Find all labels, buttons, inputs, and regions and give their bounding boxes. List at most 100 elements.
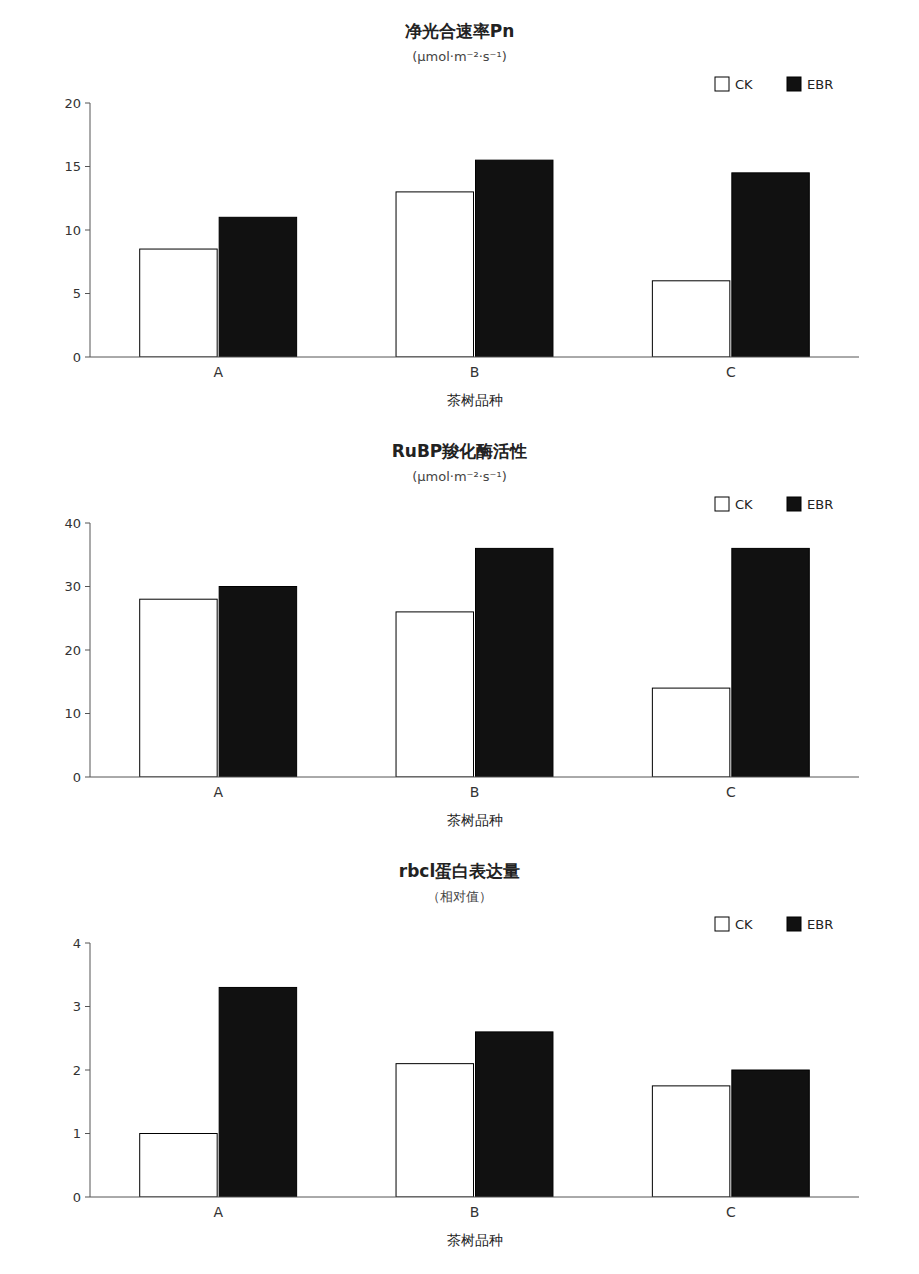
y-tick	[85, 943, 90, 944]
chart-title: 净光合速率Pn	[405, 21, 515, 41]
bar	[652, 688, 729, 777]
legend: CK EBR	[715, 77, 833, 92]
x-tick-label: C	[726, 1204, 736, 1220]
y-tick	[85, 1006, 90, 1007]
bar	[140, 599, 217, 777]
legend-swatch	[715, 77, 729, 91]
x-tick-label: B	[470, 784, 480, 800]
y-tick-label: 1	[73, 1126, 81, 1141]
bar	[732, 548, 809, 777]
y-tick	[85, 777, 90, 778]
bar	[396, 612, 473, 777]
bar	[732, 173, 809, 357]
y-tick	[85, 293, 90, 294]
x-axis: A B C	[213, 784, 736, 800]
bars	[140, 548, 810, 777]
bar	[396, 1064, 473, 1197]
x-axis-label: 茶树品种	[447, 812, 503, 828]
chart-title: RuBP羧化酶活性	[392, 441, 528, 461]
legend: CK EBR	[715, 917, 833, 932]
legend-label: EBR	[807, 77, 833, 92]
chart-subtitle: （相对值）	[427, 889, 492, 904]
x-axis-line	[90, 777, 859, 778]
y-tick-label: 3	[73, 999, 81, 1014]
x-tick-label: B	[470, 1204, 480, 1220]
legend-swatch	[787, 77, 801, 91]
bar	[140, 249, 217, 357]
legend-swatch	[787, 497, 801, 511]
x-tick-label: B	[470, 364, 480, 380]
legend-label: EBR	[807, 917, 833, 932]
y-tick	[85, 1133, 90, 1134]
y-tick	[85, 523, 90, 524]
chart-panel: rbcl蛋白表达量 （相对值） 0 1 2 3 4 A B C 茶树品种 CK EBR	[73, 861, 859, 1248]
legend-swatch	[715, 917, 729, 931]
bar	[219, 987, 296, 1197]
bar	[476, 548, 553, 777]
legend-label: CK	[735, 77, 753, 92]
bar	[732, 1070, 809, 1197]
y-tick-label: 20	[64, 643, 81, 658]
chart-subtitle: (μmol·m⁻²·s⁻¹)	[412, 49, 507, 64]
x-axis: A B C	[213, 364, 736, 380]
y-tick-label: 10	[64, 706, 81, 721]
y-tick-label: 10	[64, 223, 81, 238]
y-tick-label: 20	[64, 96, 81, 111]
bar	[652, 281, 729, 357]
x-axis-label: 茶树品种	[447, 392, 503, 408]
legend-label: CK	[735, 917, 753, 932]
x-tick-label: C	[726, 784, 736, 800]
bar	[396, 192, 473, 357]
legend-swatch	[787, 917, 801, 931]
y-tick	[85, 1070, 90, 1071]
x-tick-label: A	[213, 1204, 223, 1220]
y-axis-line	[90, 523, 91, 777]
chart-page: 净光合速率Pn(μmol·m⁻²·s⁻¹)05101520ABC茶树品种CKEB…	[0, 0, 919, 1274]
y-axis-line	[90, 103, 91, 357]
legend-swatch	[715, 497, 729, 511]
x-tick-label: C	[726, 364, 736, 380]
y-axis: 0 5 10 15 20	[64, 96, 90, 365]
y-tick	[85, 1197, 90, 1198]
bar	[652, 1086, 729, 1197]
x-axis-line	[90, 357, 859, 358]
y-tick-label: 30	[64, 579, 81, 594]
legend-label: CK	[735, 497, 753, 512]
y-tick	[85, 166, 90, 167]
y-axis: 0 10 20 30 40	[64, 516, 90, 785]
bar	[219, 217, 296, 357]
x-axis-label: 茶树品种	[447, 1232, 503, 1248]
chart-panel: RuBP羧化酶活性 (μmol·m⁻²·s⁻¹) 0 10 20 30 40 A B C 茶树品种 C…	[64, 441, 859, 828]
bars	[140, 160, 810, 357]
bar	[140, 1134, 217, 1198]
y-tick	[85, 713, 90, 714]
x-axis-line	[90, 1197, 859, 1198]
bar	[476, 1032, 553, 1197]
y-tick	[85, 650, 90, 651]
y-axis-line	[90, 943, 91, 1197]
y-tick	[85, 103, 90, 104]
y-tick-label: 15	[64, 159, 81, 174]
y-tick-label: 0	[73, 350, 81, 365]
x-axis: A B C	[213, 1204, 736, 1220]
y-tick-label: 40	[64, 516, 81, 531]
y-tick	[85, 357, 90, 358]
y-tick-label: 5	[73, 286, 81, 301]
y-tick-label: 0	[73, 770, 81, 785]
chart-title: rbcl蛋白表达量	[399, 861, 520, 881]
y-tick-label: 4	[73, 936, 81, 951]
y-tick	[85, 230, 90, 231]
bar	[476, 160, 553, 357]
y-tick-label: 2	[73, 1063, 81, 1078]
chart-subtitle: (μmol·m⁻²·s⁻¹)	[412, 469, 507, 484]
y-tick	[85, 586, 90, 587]
bar	[219, 587, 296, 778]
legend: CK EBR	[715, 497, 833, 512]
x-tick-label: A	[213, 784, 223, 800]
chart-panel: 净光合速率Pn (μmol·m⁻²·s⁻¹) 0 5 10 15 20 A B C 茶树品种 CK EB…	[64, 21, 859, 408]
legend-label: EBR	[807, 497, 833, 512]
bars	[140, 987, 810, 1197]
y-tick-label: 0	[73, 1190, 81, 1205]
y-axis: 0 1 2 3 4	[73, 936, 90, 1205]
x-tick-label: A	[213, 364, 223, 380]
